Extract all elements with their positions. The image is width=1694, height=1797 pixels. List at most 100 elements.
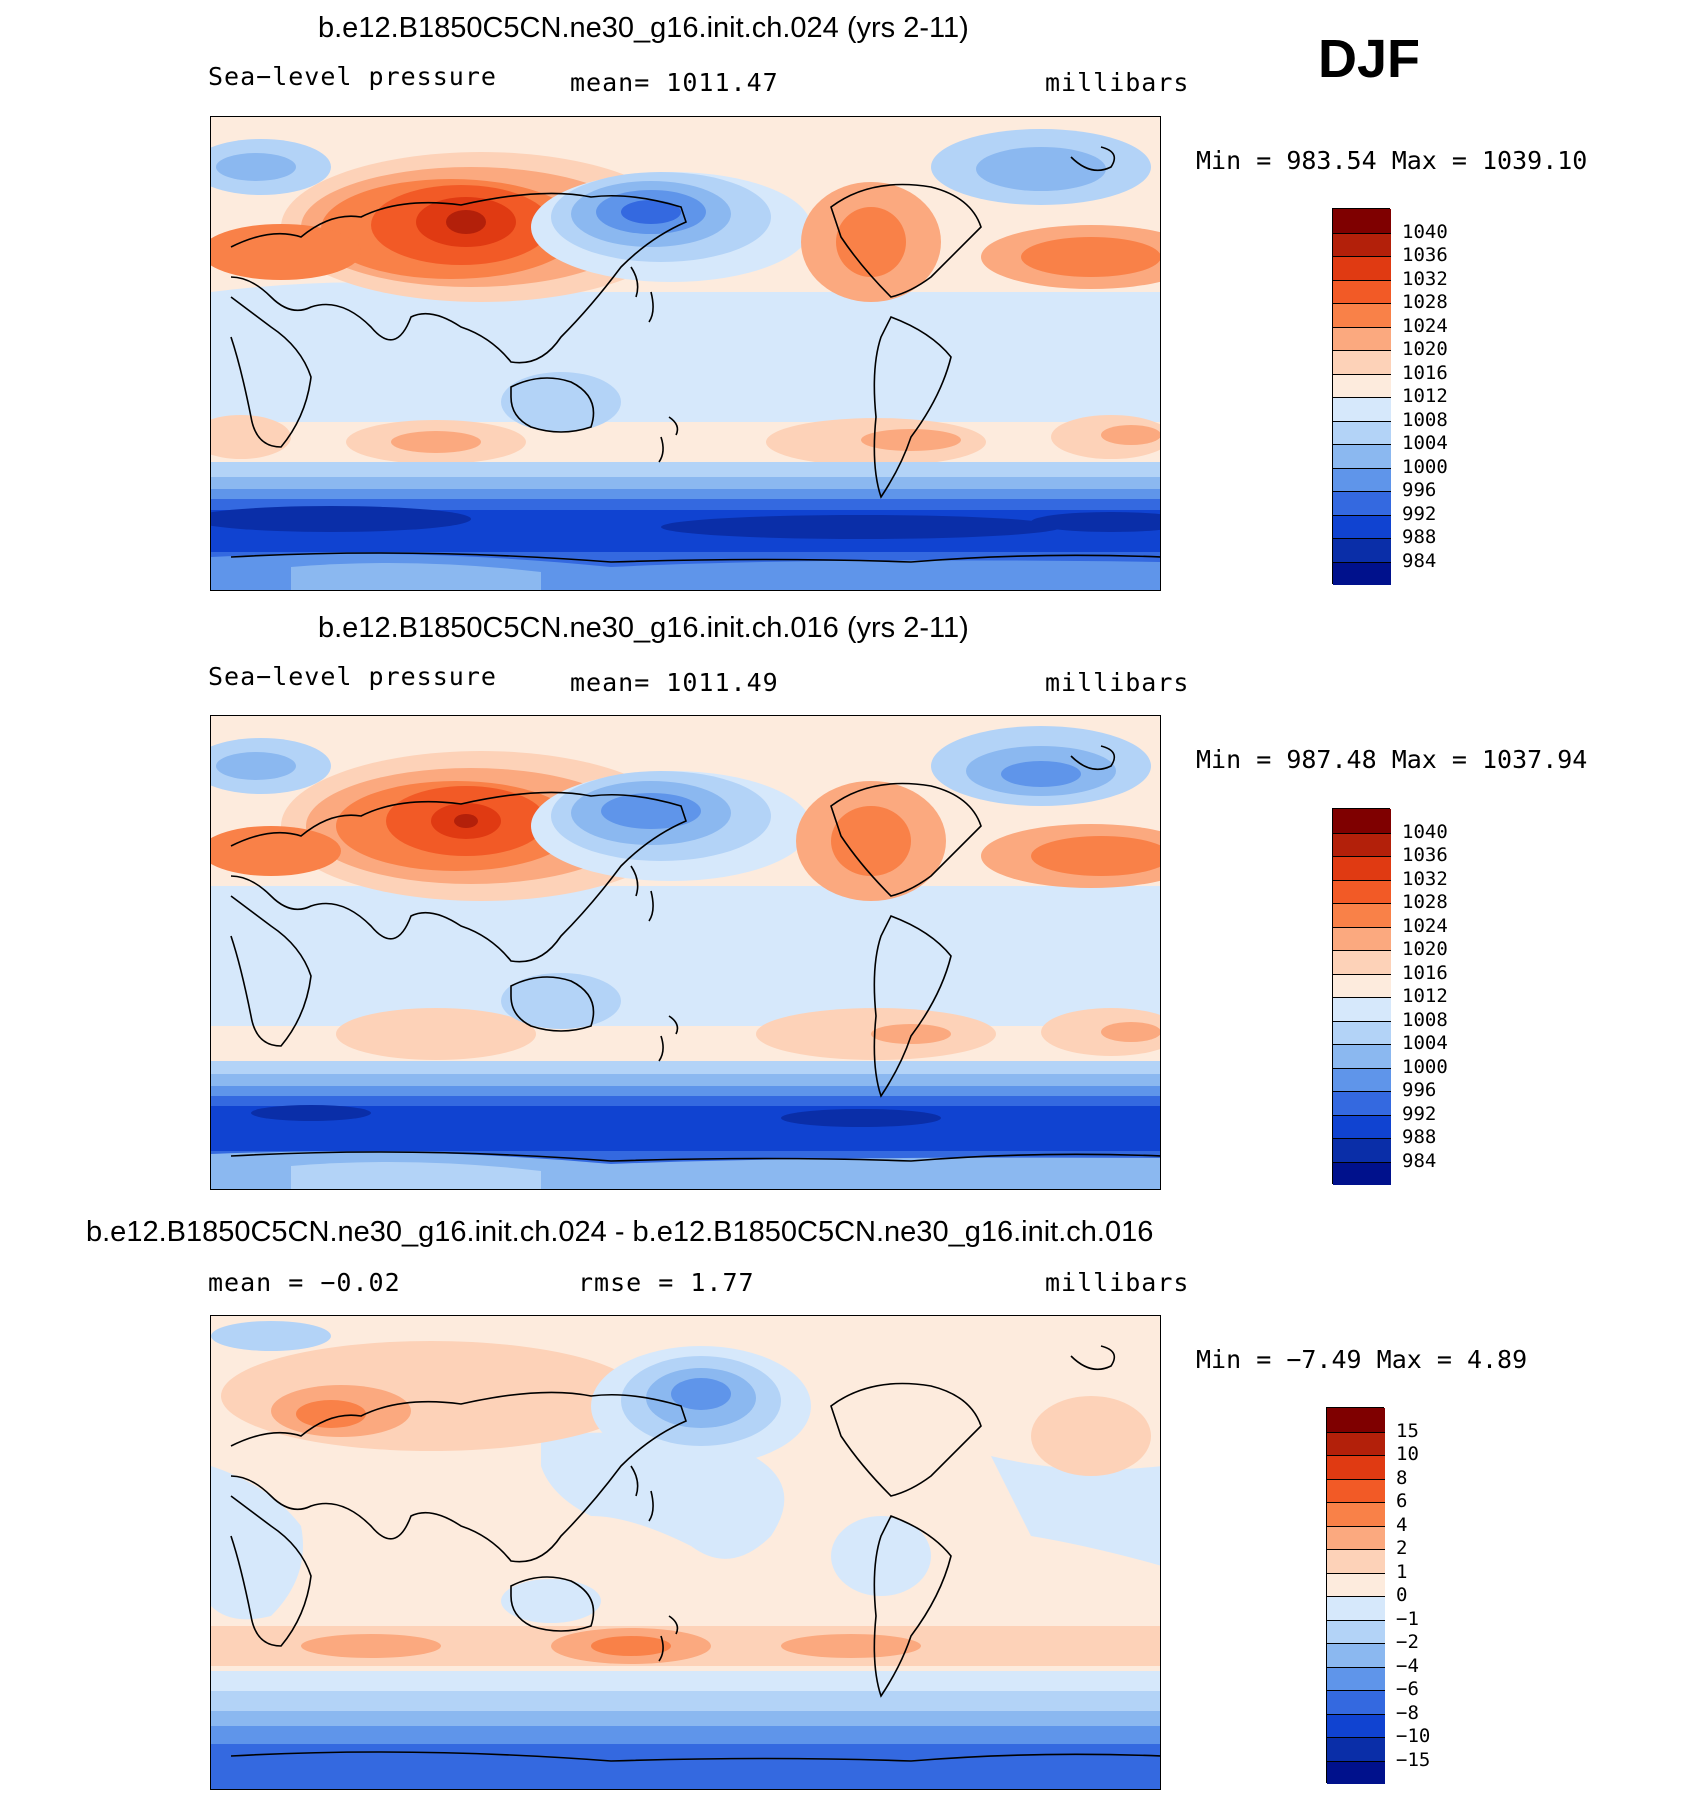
colorbar-level-label: 1 (1396, 1560, 1408, 1583)
colorbar-swatch (1327, 1713, 1385, 1737)
colorbar-swatch (1333, 350, 1391, 374)
colorbar-swatch (1333, 256, 1391, 280)
colorbar-level-label: 6 (1396, 1490, 1408, 1512)
panel-3-min-label: Min (1196, 1345, 1242, 1374)
colorbar-level-label: 984 (1402, 549, 1437, 572)
colorbar-swatch (1333, 1091, 1391, 1115)
colorbar-swatch (1333, 420, 1391, 444)
colorbar-swatch (1333, 209, 1391, 233)
colorbar-swatch (1333, 373, 1391, 397)
colorbar-level-label: −8 (1396, 1701, 1419, 1724)
panel-3-map (210, 1315, 1161, 1790)
panel-2-mean-label: mean= 1011.49 (570, 668, 779, 697)
colorbar-swatch (1333, 467, 1391, 491)
colorbar-swatch (1333, 856, 1391, 880)
colorbar-swatch (1333, 1114, 1391, 1138)
colorbar-level-label: −6 (1396, 1678, 1419, 1700)
colorbar-swatch (1333, 514, 1391, 538)
colorbar-swatch (1327, 1666, 1385, 1690)
panel-1-max-value: 1039.10 (1482, 146, 1588, 175)
panel-3-rmse-label: rmse = 1.77 (578, 1268, 755, 1297)
colorbar-frame (1332, 208, 1391, 585)
colorbar-level-label: 984 (1402, 1149, 1437, 1172)
panel-3-mean-label: mean = −0.02 (208, 1268, 401, 1297)
colorbar-level-label: −15 (1396, 1748, 1431, 1771)
colorbar-level-label: 1028 (1402, 291, 1448, 313)
panel-2-max-label: Max (1391, 745, 1437, 774)
panel-2-map (210, 715, 1161, 1190)
panel-3-title: b.e12.B1850C5CN.ne30_g16.init.ch.024 - b… (86, 1216, 1154, 1248)
colorbar-level-label: 996 (1402, 1079, 1437, 1101)
colorbar-frame (1326, 1407, 1385, 1784)
colorbar-level-label: 4 (1396, 1513, 1408, 1536)
colorbar-level-label: 992 (1402, 1102, 1437, 1125)
colorbar-swatch (1327, 1431, 1385, 1455)
panel-1-title: b.e12.B1850C5CN.ne30_g16.init.ch.024 (yr… (318, 12, 969, 44)
colorbar-level-label: 1008 (1402, 1008, 1448, 1031)
panel-2-min-label: Min (1196, 745, 1242, 774)
colorbar-level-label: 1016 (1402, 361, 1448, 384)
colorbar-level-label: 1040 (1402, 820, 1448, 843)
panel-3-colorbar: 15 10 8 6 4 2 1 0 −1 −2 −4 −6 −8 −10 −15 (1326, 1407, 1466, 1784)
colorbar-swatch (1333, 491, 1391, 515)
colorbar-swatch (1327, 1690, 1385, 1714)
colorbar-swatch (1333, 303, 1391, 327)
colorbar-level-label: 1032 (1402, 867, 1448, 890)
panel-3-contour-field (211, 1316, 1160, 1789)
colorbar-swatch (1333, 997, 1391, 1021)
colorbar-swatch (1327, 1643, 1385, 1667)
panel-2-min-value: 987.48 (1286, 745, 1377, 774)
colorbar-level-label: −4 (1396, 1654, 1419, 1677)
colorbar-swatch (1327, 1572, 1385, 1596)
colorbar-swatch (1327, 1455, 1385, 1479)
colorbar-swatch (1327, 1502, 1385, 1526)
colorbar-level-label: 1004 (1402, 1032, 1448, 1054)
colorbar-swatch (1333, 1138, 1391, 1162)
colorbar-level-label: −2 (1396, 1631, 1419, 1653)
colorbar-level-label: 988 (1402, 1126, 1437, 1148)
panel-1-variable-label: Sea−level pressure (208, 62, 497, 91)
panel-3-max-value: 4.89 (1466, 1345, 1528, 1374)
panel-1-map (210, 116, 1161, 591)
colorbar-swatch (1327, 1737, 1385, 1761)
colorbar-level-label: 1040 (1402, 220, 1448, 243)
colorbar-level-label: 1012 (1402, 385, 1448, 407)
colorbar-level-label: 992 (1402, 502, 1437, 525)
colorbar-level-label: 1036 (1402, 244, 1448, 266)
colorbar-level-label: 0 (1396, 1584, 1408, 1606)
colorbar-swatch (1333, 973, 1391, 997)
colorbar-swatch (1333, 1044, 1391, 1068)
panel-2-title: b.e12.B1850C5CN.ne30_g16.init.ch.016 (yr… (318, 612, 969, 644)
colorbar-level-label: 996 (1402, 479, 1437, 501)
panel-3-units-label: millibars (1045, 1268, 1190, 1297)
colorbar-swatch (1333, 950, 1391, 974)
panel-3-minmax: Min = −7.49 Max = 4.89 (1196, 1345, 1528, 1374)
colorbar-swatch (1327, 1478, 1385, 1502)
colorbar-swatch (1333, 1067, 1391, 1091)
colorbar-level-label: 1004 (1402, 432, 1448, 454)
colorbar-level-label: 1020 (1402, 938, 1448, 960)
colorbar-swatch (1333, 561, 1391, 585)
colorbar-level-label: 988 (1402, 526, 1437, 548)
colorbar-swatch (1327, 1596, 1385, 1620)
colorbar-level-label: 10 (1396, 1443, 1419, 1465)
colorbar-swatch (1327, 1549, 1385, 1573)
season-label: DJF (1318, 29, 1421, 89)
colorbar-level-label: 8 (1396, 1466, 1408, 1489)
colorbar-level-label: 1016 (1402, 961, 1448, 984)
colorbar-level-label: 15 (1396, 1419, 1419, 1442)
colorbar-swatch (1327, 1408, 1385, 1432)
colorbar-level-label: 1012 (1402, 985, 1448, 1007)
colorbar-level-label: −10 (1396, 1725, 1431, 1747)
panel-1-min-value: 983.54 (1286, 146, 1377, 175)
panel-2-variable-label: Sea−level pressure (208, 662, 497, 691)
panel-1-units-label: millibars (1045, 68, 1190, 97)
colorbar-level-label: −1 (1396, 1607, 1419, 1630)
panel-2-units-label: millibars (1045, 668, 1190, 697)
colorbar-swatch (1333, 809, 1391, 833)
colorbar-swatch (1333, 1161, 1391, 1185)
colorbar-swatch (1333, 397, 1391, 421)
colorbar-swatch (1333, 444, 1391, 468)
colorbar-level-label: 2 (1396, 1537, 1408, 1559)
colorbar-level-label: 1008 (1402, 408, 1448, 431)
